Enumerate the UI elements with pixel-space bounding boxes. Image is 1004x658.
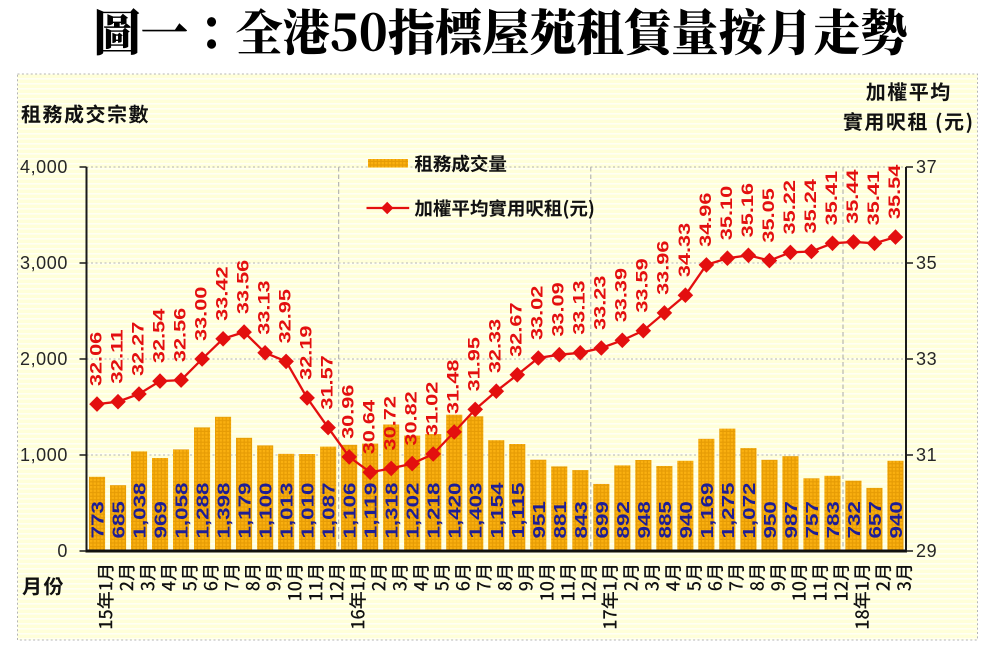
svg-text:35.41: 35.41 (864, 171, 883, 225)
svg-text:35: 35 (916, 253, 937, 273)
svg-text:1,218: 1,218 (424, 482, 444, 538)
svg-text:33.13: 33.13 (255, 280, 274, 334)
svg-text:31.57: 31.57 (318, 355, 337, 409)
svg-text:1,420: 1,420 (445, 482, 465, 538)
svg-text:1,119: 1,119 (361, 482, 381, 538)
svg-text:35.24: 35.24 (801, 178, 820, 233)
svg-text:1,318: 1,318 (382, 482, 402, 538)
svg-text:33.13: 33.13 (570, 280, 589, 334)
svg-text:29: 29 (916, 541, 937, 561)
svg-text:32.27: 32.27 (128, 322, 147, 376)
svg-text:34.96: 34.96 (696, 193, 715, 247)
svg-text:4,000: 4,000 (20, 157, 68, 177)
svg-text:30.96: 30.96 (339, 385, 358, 439)
svg-text:37: 37 (916, 157, 937, 177)
svg-text:1,010: 1,010 (298, 482, 318, 538)
svg-text:35.16: 35.16 (738, 183, 757, 237)
svg-text:33.59: 33.59 (633, 258, 652, 312)
svg-text:30.72: 30.72 (381, 396, 400, 450)
svg-text:987: 987 (781, 501, 801, 538)
svg-text:1,115: 1,115 (508, 482, 528, 538)
svg-text:33.42: 33.42 (212, 266, 231, 320)
svg-text:35.54: 35.54 (885, 164, 904, 219)
svg-text:33.00: 33.00 (191, 287, 210, 341)
svg-text:951: 951 (529, 501, 549, 539)
svg-text:31: 31 (916, 445, 937, 465)
svg-text:969: 969 (151, 501, 171, 539)
svg-text:950: 950 (760, 501, 780, 539)
svg-text:1,154: 1,154 (487, 482, 507, 538)
svg-text:30.64: 30.64 (360, 399, 379, 454)
svg-text:33.56: 33.56 (233, 260, 252, 314)
svg-text:773: 773 (88, 501, 108, 539)
svg-text:34.33: 34.33 (675, 223, 694, 277)
svg-text:32.95: 32.95 (276, 289, 295, 343)
svg-text:32.11: 32.11 (107, 329, 126, 383)
svg-text:32.56: 32.56 (170, 308, 189, 362)
svg-text:33.23: 33.23 (591, 276, 610, 330)
svg-text:783: 783 (823, 501, 843, 539)
svg-text:31.95: 31.95 (465, 337, 484, 391)
svg-text:33.09: 33.09 (549, 282, 568, 336)
svg-text:1,179: 1,179 (235, 482, 255, 538)
svg-text:32.06: 32.06 (86, 332, 105, 386)
svg-text:30.82: 30.82 (402, 391, 421, 445)
svg-text:843: 843 (571, 501, 591, 539)
svg-text:3,000: 3,000 (20, 253, 68, 273)
svg-text:33.02: 33.02 (528, 286, 547, 340)
svg-text:0: 0 (57, 541, 68, 561)
svg-text:757: 757 (802, 501, 822, 538)
svg-text:32.67: 32.67 (507, 302, 526, 356)
svg-text:1,058: 1,058 (172, 482, 192, 538)
svg-text:33.96: 33.96 (654, 241, 673, 295)
svg-text:940: 940 (676, 501, 696, 539)
svg-text:948: 948 (634, 501, 654, 539)
svg-text:31.02: 31.02 (423, 382, 442, 436)
svg-text:1,072: 1,072 (739, 482, 759, 538)
svg-text:892: 892 (613, 501, 633, 539)
svg-text:32.33: 32.33 (486, 319, 505, 373)
svg-text:1,038: 1,038 (130, 482, 150, 538)
svg-text:1,403: 1,403 (466, 482, 486, 538)
svg-text:35.10: 35.10 (717, 186, 736, 240)
svg-text:32.19: 32.19 (297, 325, 316, 379)
svg-text:1,100: 1,100 (256, 482, 276, 538)
svg-text:1,169: 1,169 (697, 482, 717, 538)
svg-text:35.22: 35.22 (780, 180, 799, 234)
svg-text:1,288: 1,288 (193, 482, 213, 538)
svg-text:1,106: 1,106 (340, 482, 360, 538)
svg-text:657: 657 (865, 501, 885, 538)
svg-text:685: 685 (109, 501, 129, 539)
svg-text:32.54: 32.54 (149, 308, 168, 363)
svg-text:33: 33 (916, 349, 937, 369)
svg-text:881: 881 (550, 501, 570, 539)
svg-text:1,087: 1,087 (319, 483, 339, 539)
svg-text:35.44: 35.44 (843, 169, 862, 224)
svg-text:1,202: 1,202 (403, 482, 423, 538)
svg-text:2,000: 2,000 (20, 349, 68, 369)
svg-text:31.48: 31.48 (444, 360, 463, 414)
svg-text:940: 940 (886, 501, 906, 539)
svg-text:35.41: 35.41 (822, 171, 841, 225)
svg-text:35.05: 35.05 (759, 188, 778, 242)
svg-text:699: 699 (592, 501, 612, 539)
svg-text:33.39: 33.39 (612, 268, 631, 322)
svg-text:1,275: 1,275 (718, 482, 738, 538)
svg-text:1,398: 1,398 (214, 482, 234, 538)
svg-text:1,013: 1,013 (277, 482, 297, 538)
svg-text:885: 885 (655, 501, 675, 539)
svg-text:732: 732 (844, 501, 864, 539)
svg-text:1,000: 1,000 (20, 445, 68, 465)
